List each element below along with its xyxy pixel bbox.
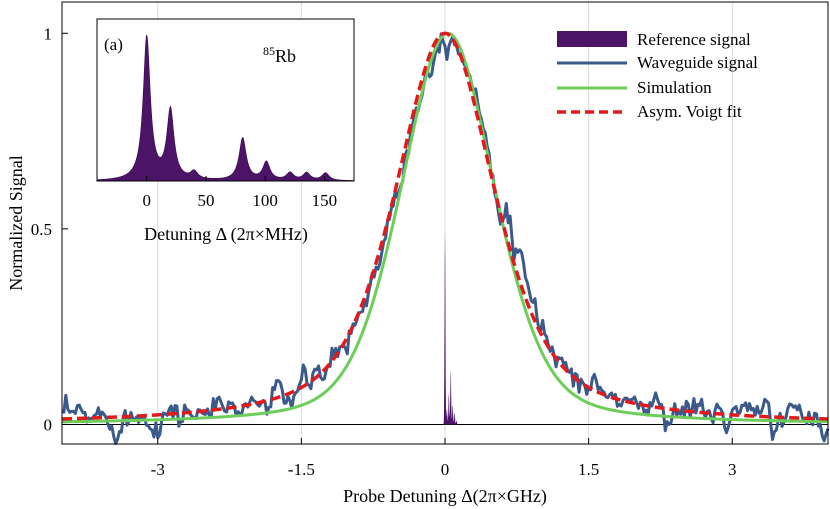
inset-x-tick-label: 100	[252, 191, 278, 210]
y-tick-label: 1	[44, 24, 53, 43]
inset-chart: 0 50 100 150 (a) 85Rb Detuning Δ (2π×MHz)	[96, 18, 355, 245]
inset-spectrum-area	[96, 34, 355, 182]
series-reference-signal	[440, 232, 467, 425]
main-series-group	[61, 31, 830, 446]
inset-ticks: 0 50 100 150	[142, 176, 337, 210]
inset-isotope-label: 85Rb	[263, 44, 296, 66]
isotope-mass-number: 85	[263, 44, 275, 58]
x-tick-label: -1.5	[288, 460, 315, 479]
main-ticks: -3 -1.5 0 1.5 3 0 0.5 1	[31, 24, 737, 479]
x-tick-label: 0	[441, 460, 450, 479]
legend-label-voigt: Asym. Voigt fit	[637, 102, 742, 121]
legend-swatch-reference	[557, 31, 627, 47]
y-tick-label: 0.5	[31, 220, 52, 239]
y-axis-label: Normalized Signal	[6, 155, 26, 290]
inset-x-tick-label: 50	[197, 191, 214, 210]
legend: Reference signal Waveguide signal Simula…	[557, 30, 758, 121]
legend-label-reference: Reference signal	[637, 30, 751, 49]
x-axis-label: Probe Detuning Δ(2π×GHz)	[343, 486, 547, 507]
inset-x-tick-label: 150	[312, 191, 338, 210]
inset-axes-frame	[96, 18, 355, 182]
inset-background	[97, 19, 354, 181]
legend-label-waveguide: Waveguide signal	[637, 53, 758, 72]
x-tick-label: 1.5	[578, 460, 599, 479]
inset-panel-label: (a)	[104, 35, 123, 54]
y-tick-label: 0	[44, 415, 53, 434]
legend-label-simulation: Simulation	[637, 78, 712, 97]
series-asym-voigt-fit	[61, 31, 829, 421]
x-tick-label: 3	[728, 460, 737, 479]
x-tick-label: -3	[151, 460, 165, 479]
inset-x-tick-label: 0	[142, 191, 151, 210]
isotope-symbol: Rb	[275, 46, 296, 66]
inset-x-axis-label: Detuning Δ (2π×MHz)	[144, 224, 308, 245]
